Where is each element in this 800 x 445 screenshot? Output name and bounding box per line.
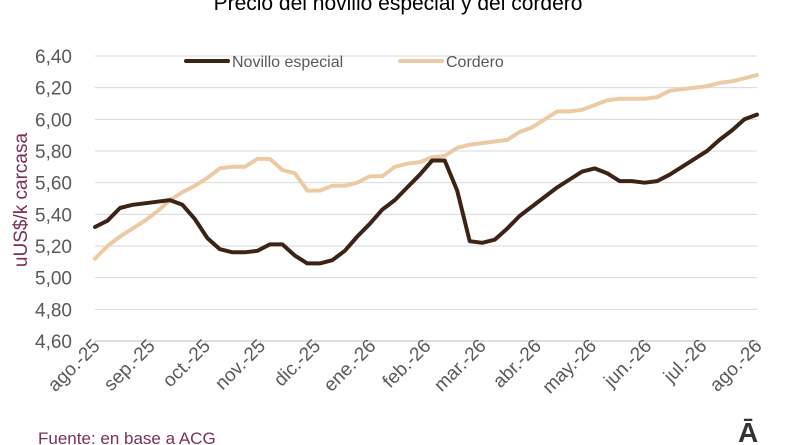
y-tick-label: 5,80	[35, 142, 72, 163]
x-tick-label: mar.-26	[430, 336, 490, 396]
x-tick-label: dic.-25	[270, 336, 325, 391]
y-tick-label: 6,00	[35, 110, 72, 131]
x-tick-label: ago.-26	[706, 336, 766, 396]
y-tick-label: 6,20	[35, 79, 72, 100]
y-axis-ticks: 6,40 6,20 6,00 5,80 5,60 5,40 5,20 5,00 4,80 4,60	[35, 47, 72, 353]
series-lines	[93, 73, 759, 266]
chart-title: Precio del novillo especial y del corder…	[214, 0, 583, 15]
brand-logo: Ā	[738, 417, 758, 445]
y-tick-label: 6,40	[35, 47, 72, 68]
y-tick-label: 5,40	[35, 205, 72, 226]
y-axis-label: uUS$/k carcasa	[11, 133, 32, 268]
x-tick-label: ene.-26	[320, 336, 380, 396]
x-tick-label: nov.-25	[211, 336, 270, 395]
x-tick-label: feb.-26	[379, 336, 436, 393]
legend-label: Novillo especial	[232, 54, 343, 71]
source-note: Fuente: en base a ACG	[38, 429, 216, 445]
x-tick-label: oct.-25	[159, 336, 215, 392]
legend-label: Cordero	[446, 54, 504, 71]
series-line-cordero	[93, 73, 759, 261]
x-tick-label: may.-26	[539, 336, 601, 398]
x-tick-label: sep.-25	[100, 336, 160, 396]
y-tick-label: 5,20	[35, 237, 72, 258]
y-tick-label: 4,60	[35, 332, 72, 353]
x-tick-label: jun.-26	[600, 336, 657, 393]
y-tick-label: 4,80	[35, 300, 72, 321]
legend: Novillo especial Cordero	[184, 54, 504, 71]
x-tick-label: abr.-26	[489, 336, 546, 393]
y-tick-label: 5,00	[35, 269, 72, 290]
series-line-novillo-especial	[93, 112, 759, 266]
x-tick-label: jul.-26	[659, 336, 711, 388]
y-tick-label: 5,60	[35, 174, 72, 195]
